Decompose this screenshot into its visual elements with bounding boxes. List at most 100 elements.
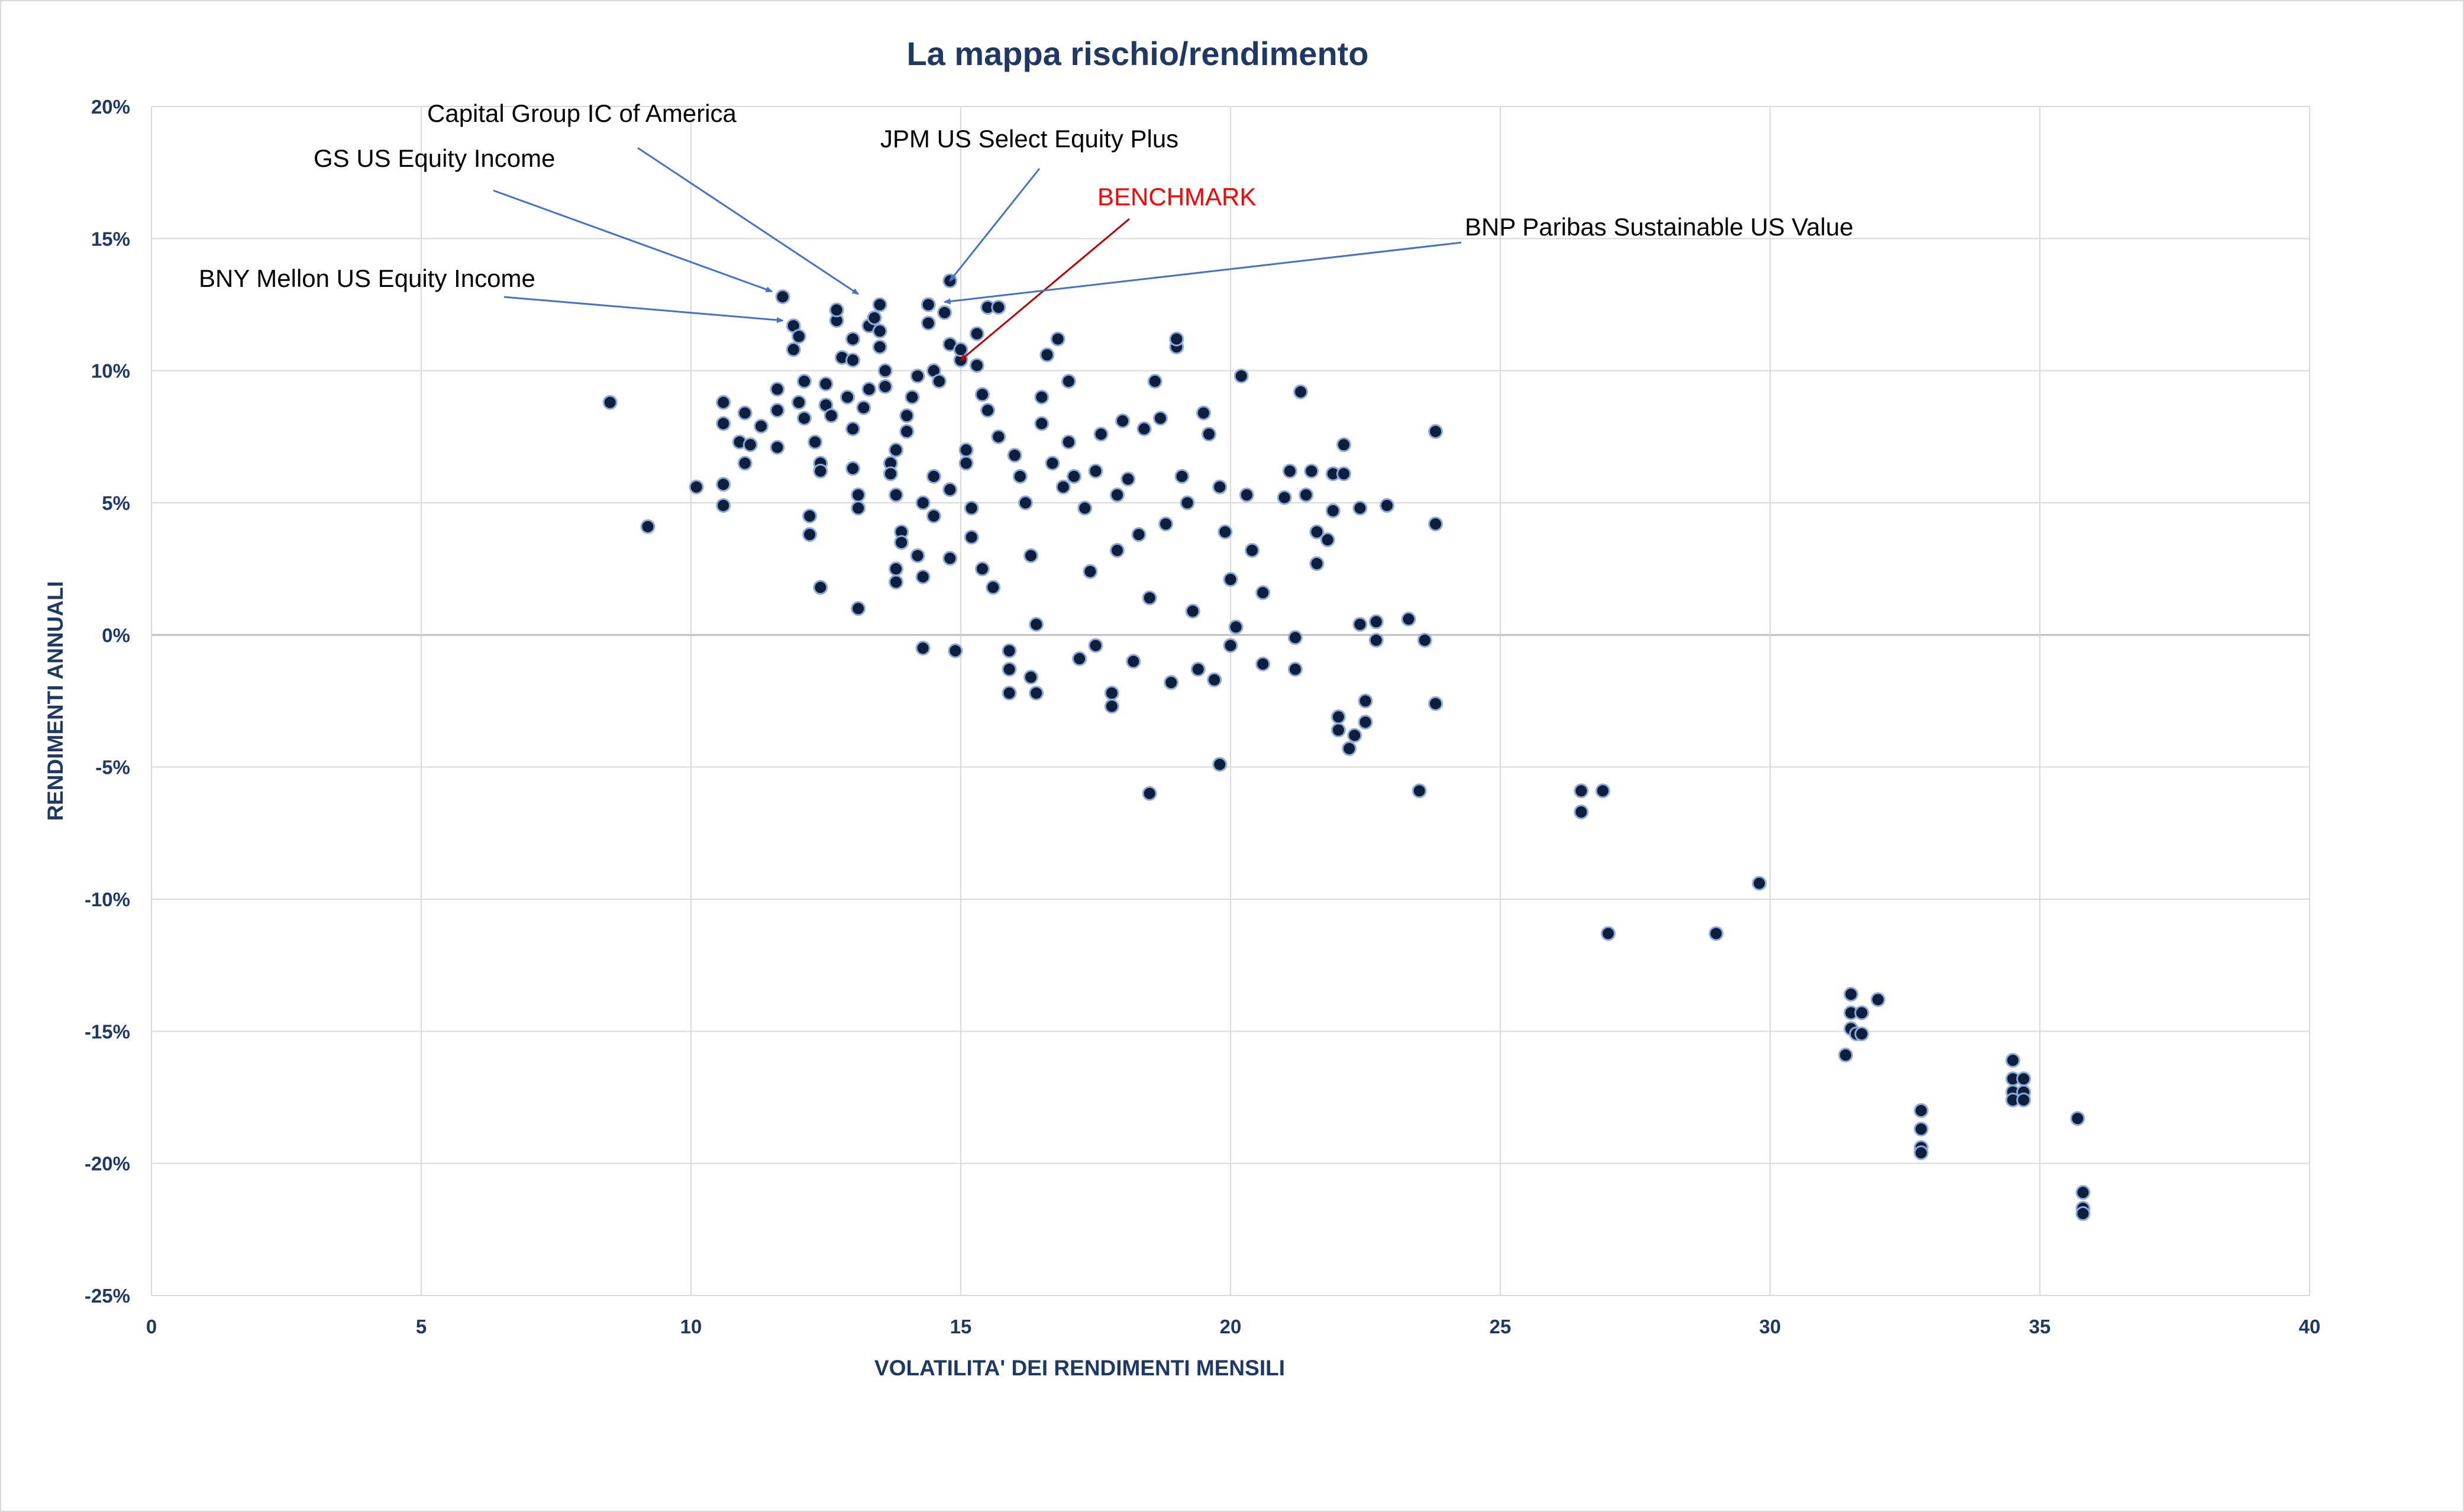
annotation-arrow [943, 241, 1462, 305]
y-tick-label: 5% [102, 492, 130, 514]
data-point [1282, 463, 1297, 479]
data-point [991, 429, 1006, 444]
data-point [2075, 1206, 2091, 1222]
y-axis-title: RENDIMENTI ANNUALI [43, 581, 67, 821]
data-point [845, 353, 861, 368]
data-point [716, 395, 731, 410]
x-axis-title: VOLATILITA' DEI RENDIMENTI MENSILI [874, 1356, 1285, 1380]
data-point [716, 416, 731, 431]
data-point [1244, 542, 1260, 558]
data-point [1379, 497, 1394, 513]
data-point [1709, 926, 1724, 941]
data-point [1417, 632, 1432, 648]
data-point [1255, 585, 1271, 600]
data-point [964, 529, 979, 545]
data-point [1358, 693, 1373, 709]
data-point [1180, 495, 1195, 511]
data-point [942, 551, 958, 566]
data-point [1233, 369, 1249, 384]
data-point [1142, 590, 1157, 606]
data-point [964, 500, 979, 516]
x-tick-label: 30 [1759, 1316, 1781, 1337]
data-points [602, 273, 2091, 1222]
data-point [986, 580, 1001, 595]
annotation-benchmark: BENCHMARK [1097, 183, 1256, 211]
annotation-arrow [493, 189, 773, 293]
data-point [1029, 686, 1044, 701]
data-point [889, 487, 904, 503]
data-point [1120, 471, 1136, 487]
data-point [1854, 1026, 1869, 1042]
data-point [1104, 699, 1119, 714]
data-point [915, 569, 931, 584]
data-point [602, 395, 618, 410]
gridlines [151, 106, 2310, 1296]
data-point [1196, 405, 1211, 421]
data-point [813, 580, 828, 595]
data-point [1093, 427, 1109, 442]
data-point [921, 315, 936, 331]
data-point [1045, 455, 1060, 471]
data-point [1190, 661, 1206, 677]
data-point [926, 508, 941, 524]
data-point [1287, 630, 1303, 645]
data-point [1002, 686, 1017, 701]
x-axis-ticks: 0 5 10 15 20 25 30 35 40 [146, 1316, 2321, 1337]
data-point [1104, 686, 1119, 701]
data-point [1287, 661, 1303, 677]
data-point [1158, 516, 1174, 532]
data-point [818, 376, 834, 392]
data-point [851, 487, 866, 503]
data-point [1913, 1103, 1929, 1118]
y-tick-label: -20% [85, 1153, 130, 1175]
data-point [969, 358, 984, 373]
data-point [1239, 487, 1254, 503]
data-point [1018, 495, 1033, 511]
data-point [1228, 619, 1244, 635]
data-point [1223, 572, 1238, 587]
data-point [1913, 1122, 1929, 1137]
x-tick-label: 35 [2029, 1316, 2051, 1337]
data-point [1854, 1005, 1869, 1020]
data-point [1142, 786, 1157, 801]
data-point [1136, 421, 1152, 437]
data-point [1368, 614, 1384, 629]
x-tick-label: 0 [146, 1316, 157, 1337]
data-point [889, 442, 904, 458]
data-point [2075, 1185, 2091, 1200]
annotation-gs-us-equity-income: GS US Equity Income [314, 144, 556, 172]
data-point [894, 535, 909, 550]
data-point [1202, 427, 1217, 442]
data-point [974, 561, 990, 577]
data-point [1050, 331, 1065, 347]
data-point [1131, 527, 1147, 542]
data-point [716, 477, 731, 492]
y-tick-label: -5% [95, 757, 130, 778]
x-tick-label: 15 [950, 1316, 972, 1337]
data-point [1293, 384, 1309, 399]
data-point [1185, 603, 1200, 619]
x-tick-label: 40 [2299, 1316, 2321, 1337]
x-tick-label: 20 [1220, 1316, 1242, 1337]
data-point [958, 455, 974, 471]
data-point [872, 339, 887, 354]
annotation-arrow [960, 218, 1130, 361]
data-point [1023, 548, 1039, 563]
data-point [889, 574, 904, 590]
data-point [953, 342, 968, 357]
data-point [883, 466, 898, 482]
data-point [813, 463, 828, 479]
data-point [910, 369, 925, 384]
data-point [1600, 926, 1616, 941]
data-point [1083, 564, 1098, 579]
data-point [802, 527, 818, 542]
data-point [877, 379, 893, 394]
annotation-arrows [493, 147, 1462, 361]
data-point [1838, 1048, 1853, 1063]
data-point [889, 561, 904, 577]
data-point [1174, 469, 1190, 484]
data-point [1088, 638, 1103, 653]
data-point [899, 424, 915, 439]
y-tick-label: 20% [91, 96, 130, 118]
